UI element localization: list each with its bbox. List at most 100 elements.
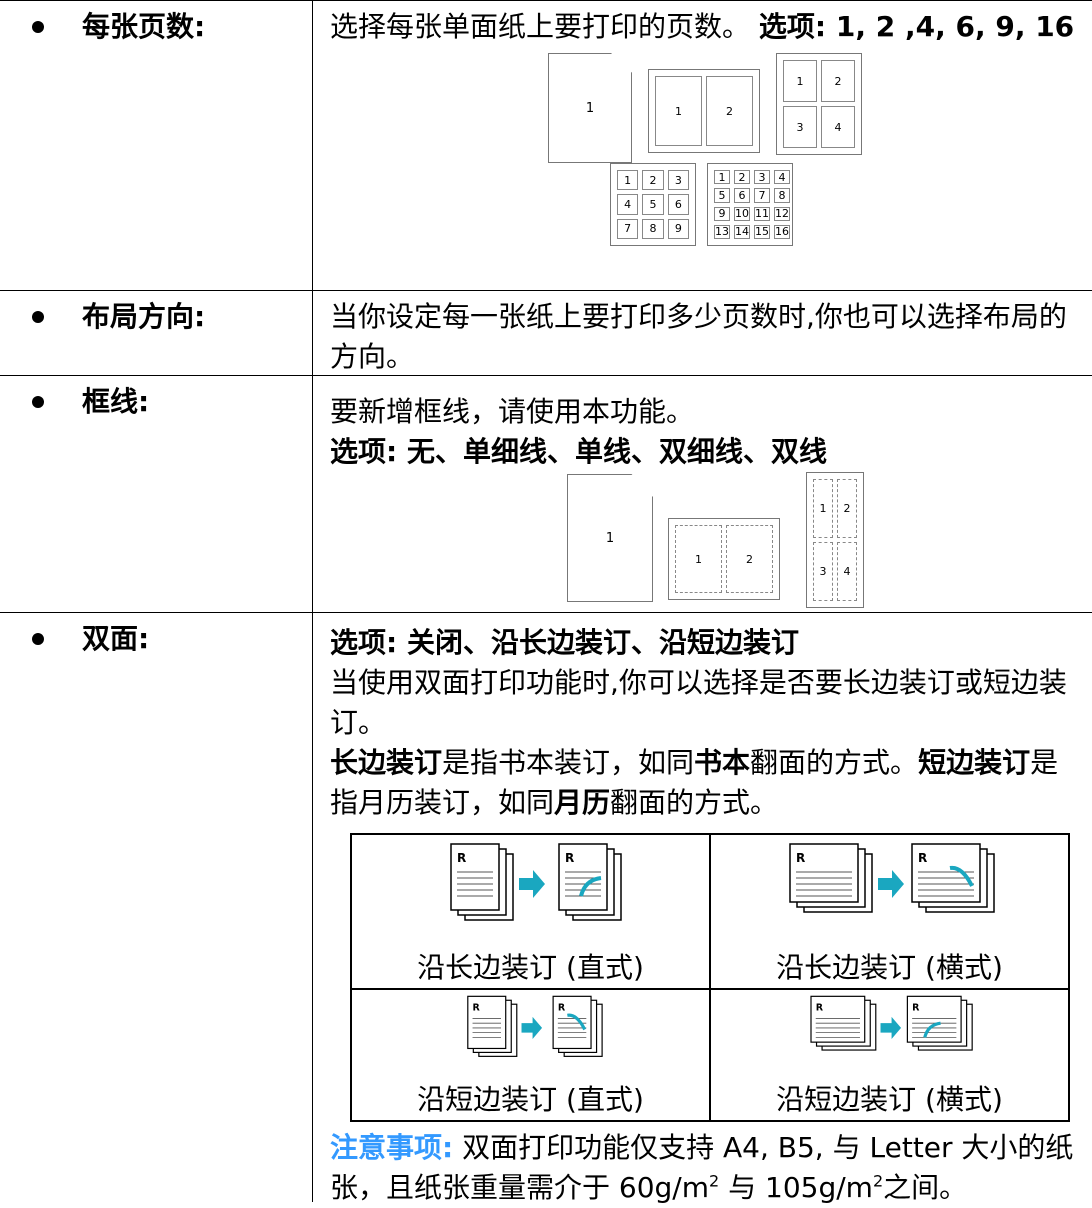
binding-row: R R 沿长边装订 (直式) R R 沿长边装订 (横式): [350, 833, 1070, 990]
sheet: [910, 843, 981, 903]
cell: 2: [734, 170, 750, 185]
cell: 2: [726, 525, 773, 593]
label: 双面:: [82, 622, 150, 655]
term: 短边装订: [918, 746, 1031, 779]
desc-cell: 当你设定每一张纸上要打印多少页数时,你也可以选择布局的方向。: [330, 297, 1080, 377]
page-number: 1: [585, 100, 595, 116]
binding-cell: R R 沿短边装订 (直式): [350, 988, 711, 1122]
cell: 16: [774, 224, 790, 239]
note-text: 与 105g/m: [719, 1171, 873, 1204]
binding-table: R R 沿长边装订 (直式) R R 沿长边装订 (横式) R R 沿短边装订 (直式) R R 沿短…: [350, 833, 1070, 1122]
label: 框线:: [82, 385, 150, 418]
cell: 3: [813, 542, 833, 601]
flip-arrow: [578, 876, 601, 897]
cell: 15: [754, 224, 770, 239]
text: 是指月历装订，如同: [330, 746, 1059, 819]
note-label: 注意事项:: [330, 1131, 454, 1164]
sheet: [906, 995, 962, 1043]
cell: 1: [714, 170, 730, 185]
icon-letter: R: [457, 851, 466, 865]
text: 选择每张单面纸上要打印的页数。: [330, 10, 751, 43]
cell: 10: [734, 206, 750, 221]
cell: 6: [734, 188, 750, 203]
text: 要新增框线，请使用本功能。: [330, 395, 695, 428]
bullet: [32, 311, 44, 323]
text: 翻面的方式。: [750, 746, 919, 779]
note-text: 之间。: [883, 1171, 968, 1204]
arrow: [880, 1016, 901, 1039]
binding-row: R R 沿短边装订 (直式) R R 沿短边装订 (横式): [350, 988, 1070, 1122]
flip-arrow: [922, 1021, 941, 1038]
label-cell: 框线:: [0, 376, 313, 612]
text: 当你设定每一张纸上要打印多少页数时,你也可以选择布局的方向。: [330, 300, 1067, 373]
bullet: [32, 21, 44, 33]
superscript: 2: [872, 1171, 884, 1191]
explanation: 长边装订是指书本装订，如同书本翻面的方式。短边装订是指月历装订，如同月历翻面的方…: [330, 743, 1080, 823]
page-number: 1: [605, 530, 615, 546]
arrow: [521, 1016, 542, 1039]
term: 长边装订: [330, 746, 443, 779]
cell: 4: [821, 106, 855, 148]
cell: 1: [783, 60, 817, 102]
cell: 3: [754, 170, 770, 185]
label-cell: 双面:: [0, 613, 313, 1202]
binding-cell: R R 沿长边装订 (直式): [350, 833, 711, 990]
desc-cell: 选项: 关闭、沿长边装订、沿短边装订 当使用双面打印功能时,你可以选择是否要长边…: [330, 623, 1080, 1208]
icon-letter: R: [557, 1003, 565, 1014]
sheet: [552, 995, 592, 1050]
binding-cell: R R 沿短边装订 (横式): [709, 988, 1070, 1122]
cell: 8: [642, 218, 664, 239]
cell: 1: [675, 525, 722, 593]
sheet: [449, 843, 500, 911]
superscript: 2: [709, 1171, 720, 1191]
cell: 9: [714, 206, 730, 221]
note-text: 双面打印功能仅支持 A4, B5, 与 Letter 大小的纸张，且纸张重量需介…: [330, 1131, 1074, 1204]
cell: 2: [821, 60, 855, 102]
icon-letter: R: [815, 1003, 823, 1014]
cell: 1: [655, 76, 702, 146]
cell: 13: [714, 224, 730, 239]
row: 双面: 选项: 关闭、沿长边装订、沿短边装订 当使用双面打印功能时,你可以选择是…: [0, 612, 1092, 1204]
cell: 12: [774, 206, 790, 221]
term: 月历: [554, 786, 611, 819]
cell: 1: [813, 479, 833, 538]
caption: 沿长边装订 (直式): [417, 951, 644, 984]
text: 当使用双面打印功能时,你可以选择是否要长边装订或短边装订。: [330, 666, 1067, 739]
icon-letter: R: [918, 851, 927, 865]
label: 每张页数:: [82, 10, 206, 43]
page-layout: 1 2 3 4 5 6 7 8 9 10 11 12 13 14 15 16: [707, 163, 793, 246]
caption: 沿长边装订 (横式): [776, 951, 1003, 984]
icon-letter: R: [472, 1003, 480, 1014]
label-cell: 每张页数:: [0, 1, 313, 290]
icon-letter: R: [912, 1003, 920, 1014]
cell: 7: [754, 188, 770, 203]
cell: 2: [706, 76, 753, 146]
cell: 4: [774, 170, 790, 185]
sheet: [466, 995, 506, 1050]
row: 布局方向: 当你设定每一张纸上要打印多少页数时,你也可以选择布局的方向。: [0, 290, 1092, 375]
row: 每张页数: 选择每张单面纸上要打印的页数。 选项: 1, 2 ,4, 6, 9,…: [0, 0, 1092, 290]
options: 选项: 无、单细线、单线、双细线、双线: [330, 435, 827, 468]
cell: 3: [667, 170, 689, 191]
cell: 5: [642, 194, 664, 215]
icon-letter: R: [565, 851, 574, 865]
term: 书本: [694, 746, 751, 779]
cell: 7: [617, 218, 639, 239]
icon-letter: R: [796, 851, 805, 865]
flip-arrow: [949, 865, 974, 887]
flip-arrow: [566, 1013, 586, 1031]
cell: 3: [783, 106, 817, 148]
caption: 沿短边装订 (横式): [776, 1083, 1003, 1116]
